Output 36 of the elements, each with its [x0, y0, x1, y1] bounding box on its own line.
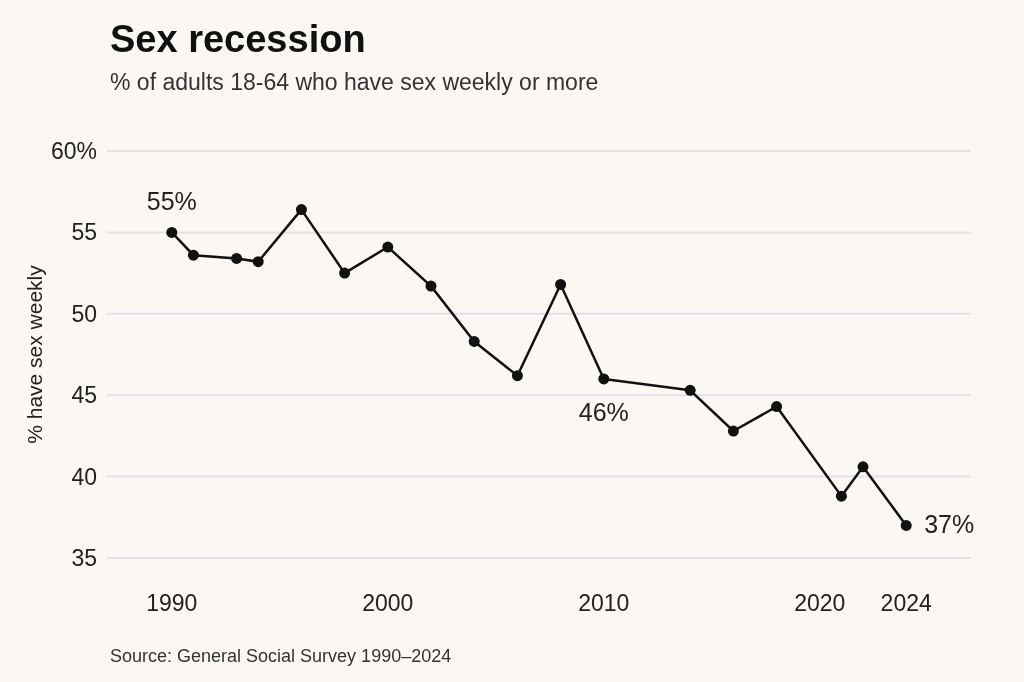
- annotation: 37%: [924, 510, 975, 539]
- y-tick-label: 45: [71, 382, 97, 409]
- point: [382, 241, 394, 253]
- x-tick-label: 2024: [880, 590, 932, 616]
- annotation: 46%: [578, 397, 629, 426]
- point: [166, 226, 178, 238]
- point: [425, 280, 437, 292]
- chart-title: Sex recession: [110, 18, 366, 60]
- point: [835, 490, 847, 502]
- y-tick-label: 55: [71, 219, 97, 246]
- chart-subtitle: % of adults 18-64 who have sex weekly or more: [110, 69, 599, 95]
- point: [684, 384, 696, 396]
- source-note: Source: General Social Survey 1990–2024: [110, 646, 452, 666]
- y-tick-label: 60%: [50, 138, 97, 165]
- y-axis-title: % have sex weekly: [23, 264, 46, 444]
- point: [598, 373, 610, 385]
- point: [231, 252, 243, 264]
- point: [900, 519, 912, 531]
- point: [727, 425, 739, 437]
- point: [187, 249, 199, 261]
- annotation: 55%: [146, 187, 197, 216]
- point: [295, 204, 307, 216]
- point: [771, 401, 783, 413]
- x-tick-label: 2020: [794, 590, 846, 616]
- x-tick-label: 1990: [146, 590, 198, 616]
- point: [339, 267, 351, 279]
- point: [511, 370, 523, 382]
- point: [252, 256, 264, 268]
- point: [857, 461, 869, 473]
- point: [468, 335, 480, 347]
- x-tick-label: 2010: [578, 590, 630, 616]
- y-tick-label: 40: [71, 463, 97, 490]
- x-tick-label: 2000: [362, 590, 414, 616]
- y-tick-label: 50: [71, 300, 97, 327]
- y-tick-label: 35: [71, 545, 97, 572]
- point: [555, 279, 567, 290]
